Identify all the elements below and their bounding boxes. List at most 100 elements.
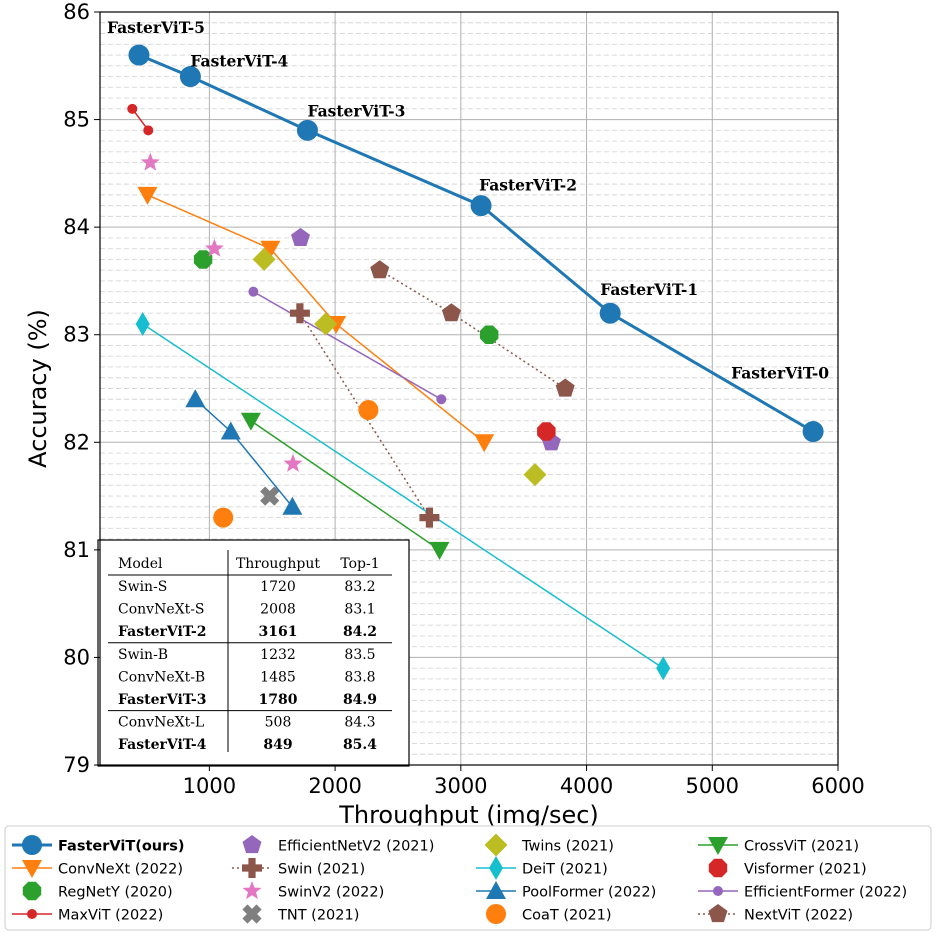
- legend-label-swin: Swin (2021): [278, 862, 365, 878]
- visformer-point: [537, 422, 556, 441]
- legend-marker-regnety: [22, 881, 42, 901]
- legend-label-crossvit: CrossViT (2021): [744, 839, 859, 855]
- deit-line: [142, 323, 664, 669]
- table-cell-model: Swin-S: [118, 579, 167, 595]
- poolformer-point: [282, 496, 303, 515]
- series-markers: [127, 44, 824, 681]
- table-cell-top1: 84.2: [343, 624, 377, 640]
- nextvit-point: [441, 303, 461, 322]
- point-label-fastervit-4: FasterViT-4: [190, 52, 288, 71]
- legend-label-fastervit: FasterViT(ours): [58, 839, 185, 855]
- convnext-point: [260, 240, 281, 259]
- table-cell-model: ConvNeXt-L: [118, 715, 204, 731]
- table-box: [97, 539, 410, 767]
- point-label-fastervit-3: FasterViT-3: [307, 101, 405, 120]
- x-tick-label: 5000: [686, 774, 739, 798]
- table-cell-throughput: 849: [263, 737, 292, 753]
- swin-point: [419, 507, 440, 528]
- swinv2-point: [140, 152, 160, 171]
- legend-marker-efficientformer: [713, 886, 723, 896]
- legend-marker-maxvit: [27, 909, 37, 919]
- maxvit-point: [127, 103, 138, 114]
- legend-box: [4, 825, 932, 931]
- table-header-top-1: Top-1: [340, 556, 379, 572]
- inset-comparison-table: Model Throughput Top-1 Swin-S 1720 83.2 ConvNe…: [97, 539, 410, 767]
- x-tick-label: 1000: [183, 774, 236, 798]
- efficientformer-point: [436, 394, 447, 405]
- point-label-fastervit-5: FasterViT-5: [107, 18, 205, 37]
- table-cell-top1: 83.5: [344, 647, 375, 663]
- legend-label-poolformer: PoolFormer (2022): [522, 885, 656, 901]
- table-cell-top1: 83.8: [344, 669, 375, 685]
- table-cell-throughput: 1485: [260, 669, 296, 685]
- maxvit-point: [143, 125, 154, 136]
- table-header-model: Model: [118, 556, 163, 572]
- table-cell-top1: 83.2: [344, 579, 375, 595]
- y-tick-label: 85: [63, 108, 90, 132]
- poolformer-point: [220, 421, 241, 440]
- table-cell-top1: 85.4: [343, 737, 377, 753]
- legend: FasterViT(ours) ConvNeXt (2022) RegNetY (2…: [4, 825, 932, 931]
- legend-marker-deit: [489, 856, 503, 880]
- table-cell-top1: 83.1: [344, 602, 375, 618]
- deit-point: [656, 656, 671, 681]
- twins-point: [314, 312, 338, 336]
- axis-ticks: 79 80 81 82 83 84 85 86 1000 2000 3000 4000 5000 6000: [63, 0, 864, 798]
- legend-marker-fastervit: [22, 835, 42, 855]
- table-cell-throughput: 3161: [259, 624, 298, 640]
- crossvit-point: [240, 412, 261, 431]
- x-axis-title: Throughput (img/sec): [338, 801, 599, 829]
- swinv2-point: [283, 453, 303, 472]
- poolformer-point: [185, 389, 206, 408]
- x-tick-label: 4000: [560, 774, 613, 798]
- fastervit-point: [599, 302, 621, 324]
- tnt-point: [260, 486, 280, 506]
- legend-marker-efficientnetv2: [242, 835, 262, 854]
- legend-label-maxvit: MaxViT (2022): [58, 908, 163, 924]
- point-label-fastervit-0: FasterViT-0: [731, 364, 829, 383]
- coat-point: [213, 507, 234, 528]
- convnext-point: [474, 434, 495, 453]
- legend-marker-convnext: [22, 860, 42, 878]
- table-cell-throughput: 1232: [260, 647, 296, 663]
- efficientnetv2-point: [291, 227, 310, 246]
- table-cell-top1: 84.9: [343, 692, 377, 708]
- twins-point: [523, 463, 547, 487]
- table-cell-model: FasterViT-2: [118, 624, 206, 640]
- legend-marker-swin: [242, 858, 262, 878]
- x-tick-label: 2000: [308, 774, 361, 798]
- legend-label-efficientformer: EfficientFormer (2022): [744, 885, 907, 901]
- deit-point: [135, 312, 150, 336]
- legend-marker-crossvit: [708, 837, 728, 855]
- legend-label-coat: CoaT (2021): [522, 908, 612, 924]
- legend-label-tnt: TNT (2021): [277, 908, 359, 924]
- legend-label-deit: DeiT (2021): [522, 862, 608, 878]
- table-cell-throughput: 1720: [260, 579, 296, 595]
- plot-frame: [99, 11, 839, 766]
- legend-marker-nextvit: [708, 904, 728, 923]
- y-tick-label: 81: [63, 538, 90, 562]
- regnety-point: [479, 325, 499, 344]
- y-tick-label: 79: [63, 753, 90, 777]
- legend-marker-tnt: [242, 904, 262, 924]
- nextvit-point: [370, 260, 390, 279]
- y-tick-label: 80: [63, 645, 90, 669]
- fastervit-point: [296, 119, 318, 141]
- legend-marker-twins: [484, 833, 508, 857]
- legend-marker-poolformer: [486, 881, 506, 899]
- nextvit-point: [555, 378, 575, 397]
- legend-label-twins: Twins (2021): [521, 839, 614, 855]
- table-cell-top1: 84.3: [344, 715, 375, 731]
- point-label-fastervit-1: FasterViT-1: [600, 280, 698, 299]
- swinv2-point: [204, 238, 224, 257]
- point-label-fastervit-2: FasterViT-2: [479, 176, 577, 195]
- efficientformer-line: [253, 291, 442, 400]
- legend-label-swinv2: SwinV2 (2022): [278, 885, 384, 901]
- crossvit-line: [250, 420, 440, 551]
- swin-point: [289, 303, 310, 324]
- legend-label-nextvit: NextViT (2022): [744, 908, 853, 924]
- fastervit-point: [470, 195, 492, 217]
- legend-label-visformer: Visformer (2021): [744, 862, 867, 878]
